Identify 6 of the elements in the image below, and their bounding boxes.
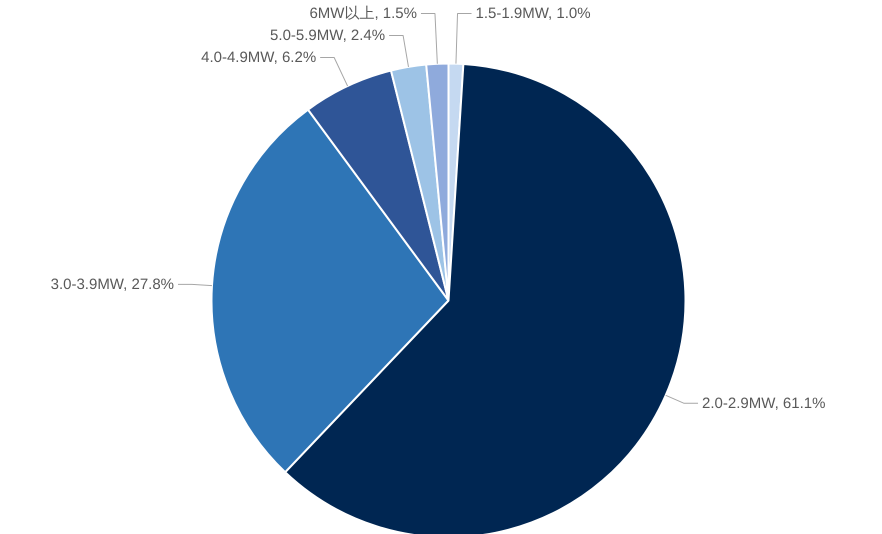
- slice-label: 2.0-2.9MW, 61.1%: [702, 394, 826, 412]
- slice-label: 6MW以上, 1.5%: [309, 5, 417, 22]
- slice-label: 4.0-4.9MW, 6.2%: [201, 49, 316, 66]
- slice-label: 1.5-1.9MW, 1.0%: [476, 5, 591, 22]
- slice-label: 3.0-3.9MW, 27.8%: [50, 276, 174, 293]
- slice-label: 5.0-5.9MW, 2.4%: [270, 27, 386, 44]
